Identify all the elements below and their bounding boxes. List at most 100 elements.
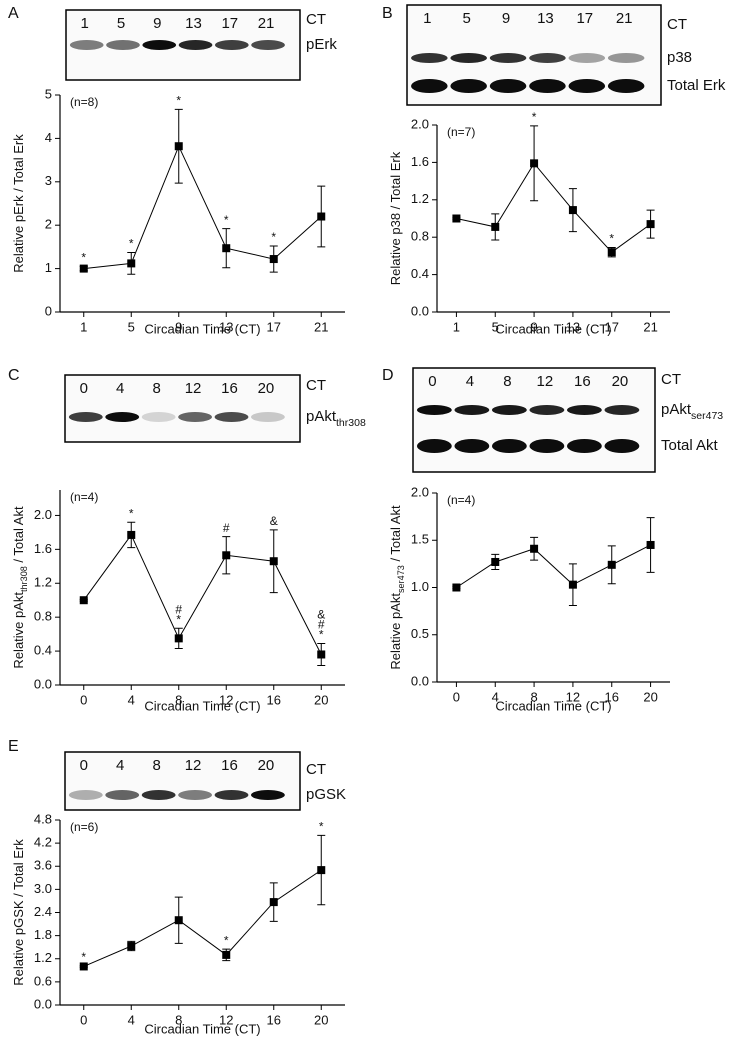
label-part: / Total Akt (388, 505, 403, 565)
x-tick-label: 8 (530, 689, 537, 704)
panel-letter: E (8, 738, 19, 755)
x-tick-label: 0 (453, 689, 460, 704)
label-part: / Total Akt (11, 506, 26, 566)
blot-band (604, 405, 640, 415)
y-tick-label: 3 (45, 173, 52, 188)
n-label: (n=4) (70, 490, 98, 504)
lane-label: 1 (423, 10, 431, 27)
x-tick-label: 4 (128, 692, 135, 707)
label-part: Relative p38 / Total Erk (388, 151, 403, 285)
ct-label: CT (306, 761, 326, 778)
ct-label: CT (306, 377, 326, 394)
lane-label: 20 (258, 757, 275, 774)
x-tick-label: 12 (219, 1012, 233, 1027)
y-tick-label: 1.0 (411, 579, 429, 594)
y-axis-title: Relative pAktser473 / Total Akt (388, 505, 406, 670)
blot-band (68, 790, 103, 800)
lane-label: 5 (117, 15, 125, 32)
lane-label: 13 (537, 10, 554, 27)
blot-band (529, 439, 565, 453)
data-line (456, 544, 651, 588)
blot-band (141, 790, 176, 800)
x-tick-label: 21 (314, 319, 328, 334)
x-tick-label: 1 (80, 319, 87, 334)
y-tick-label: 5 (45, 86, 52, 101)
lane-label: 8 (503, 373, 511, 390)
data-point (530, 159, 539, 168)
x-tick-label: 1 (453, 319, 460, 334)
x-tick-label: 0 (80, 692, 87, 707)
blot-band (607, 53, 645, 63)
data-point (491, 222, 500, 231)
blot-label: pAktthr308 (306, 408, 366, 429)
data-point (269, 255, 278, 264)
data-point (79, 596, 88, 605)
lane-label: 0 (80, 757, 88, 774)
annotation: * (224, 213, 229, 227)
data-point (174, 634, 183, 643)
lane-label: 0 (428, 373, 436, 390)
blot-band (106, 40, 140, 50)
y-tick-label: 0.8 (411, 229, 429, 244)
label-part: Relative pAkt (388, 593, 403, 670)
x-tick-label: 4 (128, 1012, 135, 1027)
annotation: * (224, 933, 229, 947)
lane-label: 13 (185, 15, 202, 32)
blot-band (491, 439, 527, 453)
data-point (491, 557, 500, 566)
x-tick-label: 8 (175, 1012, 182, 1027)
lane-label: 16 (221, 757, 238, 774)
blot-band (68, 412, 103, 422)
blot-band (568, 53, 606, 63)
data-point (174, 916, 183, 925)
y-tick-label: 0.0 (411, 673, 429, 688)
label-part: p38 (667, 49, 692, 66)
data-point (452, 583, 461, 592)
annotation: * (129, 506, 134, 520)
blot-box (64, 374, 301, 443)
x-axis-title: Circadian Time (CT) (144, 698, 260, 713)
x-tick-label: 4 (492, 689, 499, 704)
annotation: # (318, 618, 325, 632)
blot-band (566, 439, 602, 453)
data-point (452, 214, 461, 223)
subscript: ser473 (396, 565, 406, 593)
x-tick-label: 17 (267, 319, 281, 334)
label-part: pAkt (306, 408, 337, 425)
lane-label: 0 (80, 380, 88, 397)
y-axis-title: Relative pGSK / Total Erk (11, 839, 26, 986)
y-tick-label: 2.4 (34, 904, 52, 919)
data-line (83, 869, 322, 967)
blot-band (529, 79, 566, 93)
blot-label: p38 (667, 49, 692, 66)
blot-band (604, 439, 640, 453)
data-point (530, 544, 539, 553)
lane-label: 4 (116, 380, 124, 397)
panel-letter: D (382, 367, 394, 384)
y-tick-label: 2.0 (34, 507, 52, 522)
x-axis-title: Circadian Time (CT) (495, 698, 611, 713)
data-line (456, 162, 651, 253)
blot-band (251, 412, 285, 422)
blot-band (529, 53, 566, 63)
lane-label: 21 (258, 15, 275, 32)
y-axis-title: Relative p38 / Total Erk (388, 151, 403, 285)
label-part: pGSK (306, 786, 346, 803)
data-point (174, 142, 183, 151)
y-tick-label: 1.2 (411, 191, 429, 206)
label-part: pErk (306, 36, 337, 53)
lane-label: 17 (221, 15, 238, 32)
data-point (79, 962, 88, 971)
y-axis-title: Relative pAktthr308 / Total Akt (11, 506, 29, 669)
blot-band (141, 412, 176, 422)
blot-band (142, 40, 177, 50)
y-tick-label: 0.5 (411, 626, 429, 641)
blot-band (491, 405, 527, 415)
lane-label: 4 (116, 757, 124, 774)
blot-band (529, 405, 565, 415)
x-tick-label: 16 (267, 1012, 281, 1027)
annotation: * (609, 232, 614, 246)
lane-label: 8 (152, 757, 160, 774)
blot-band (489, 53, 527, 63)
